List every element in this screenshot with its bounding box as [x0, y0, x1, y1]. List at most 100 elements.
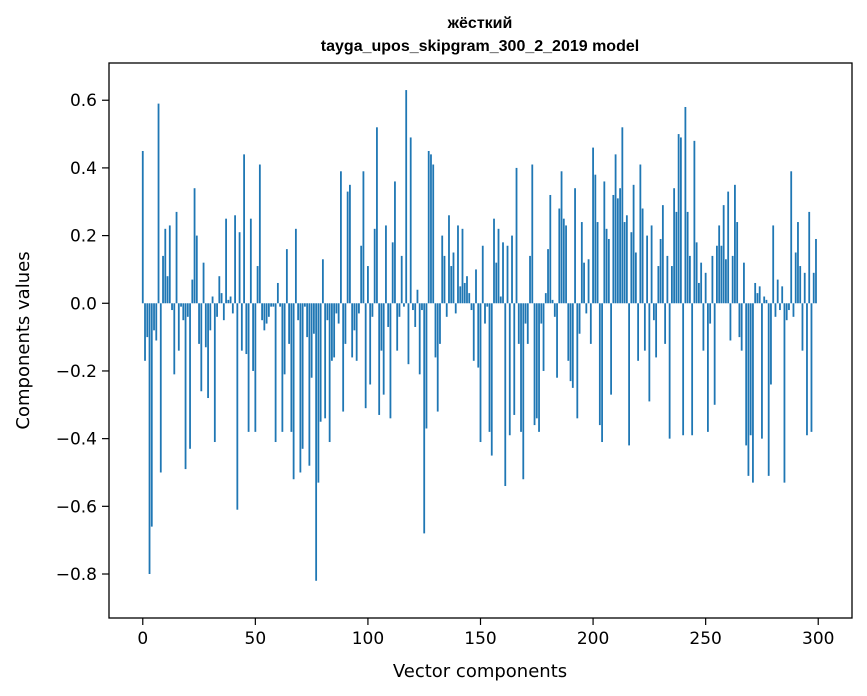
bar-297 — [810, 303, 813, 432]
bar-123 — [418, 303, 421, 375]
bar-5 — [153, 303, 155, 331]
bar-70 — [299, 303, 302, 473]
bar-187 — [562, 218, 565, 304]
bar-217 — [630, 232, 633, 304]
bar-149 — [477, 303, 480, 368]
bar-285 — [783, 303, 786, 483]
bar-26 — [200, 303, 203, 392]
bar-129 — [432, 164, 435, 304]
bar-247 — [698, 282, 700, 304]
bar-84 — [331, 303, 333, 361]
bar-57 — [270, 303, 273, 307]
bar-262 — [731, 255, 734, 304]
bar-284 — [781, 286, 784, 304]
bar-77 — [315, 303, 318, 581]
bar-235 — [670, 266, 673, 304]
bar-113 — [396, 303, 399, 351]
bar-44 — [240, 303, 243, 351]
bar-42 — [236, 303, 239, 510]
bar-133 — [441, 235, 444, 304]
bar-181 — [549, 194, 552, 304]
bar-54 — [263, 303, 266, 331]
bar-177 — [540, 303, 543, 324]
bar-38 — [227, 299, 230, 304]
bar-114 — [398, 303, 401, 317]
bar-141 — [459, 286, 462, 304]
bar-47 — [247, 303, 250, 432]
x-tick-label: 50 — [245, 629, 267, 649]
bar-192 — [574, 188, 576, 304]
bar-126 — [425, 303, 428, 429]
bar-58 — [272, 303, 275, 307]
bar-228 — [655, 303, 658, 358]
bar-210 — [614, 154, 617, 304]
bar-252 — [709, 303, 712, 324]
bar-28 — [204, 303, 207, 348]
bar-63 — [283, 303, 286, 375]
bar-265 — [738, 303, 741, 338]
bar-116 — [403, 303, 405, 307]
bar-175 — [535, 303, 538, 419]
bar-30 — [209, 303, 212, 331]
bar-39 — [229, 296, 232, 304]
bar-52 — [258, 164, 261, 304]
bar-104 — [376, 127, 378, 304]
bar-261 — [729, 303, 732, 341]
bar-155 — [490, 303, 493, 456]
bar-110 — [389, 303, 392, 419]
bar-55 — [265, 303, 268, 324]
bar-56 — [267, 303, 270, 317]
bar-31 — [211, 296, 214, 304]
bar-19 — [184, 303, 187, 470]
bar-255 — [716, 245, 718, 304]
bar-89 — [342, 303, 345, 412]
bar-203 — [598, 303, 601, 426]
bar-212 — [619, 188, 621, 304]
bar-159 — [499, 296, 502, 304]
bar-151 — [481, 245, 484, 304]
bar-218 — [632, 184, 635, 304]
y-tick-label: −0.4 — [56, 430, 97, 450]
bar-198 — [587, 259, 590, 304]
bar-185 — [558, 208, 561, 304]
bar-34 — [218, 276, 221, 304]
bar-61 — [279, 303, 282, 307]
bar-287 — [788, 303, 790, 311]
bar-268 — [745, 303, 748, 446]
bar-120 — [412, 303, 414, 311]
bar-25 — [198, 303, 200, 344]
bar-241 — [684, 106, 687, 304]
bar-242 — [686, 211, 689, 304]
y-tick-label: 0.6 — [70, 91, 97, 111]
bar-233 — [666, 255, 669, 304]
bar-221 — [639, 164, 642, 304]
bar-273 — [756, 293, 759, 304]
bar-100 — [367, 266, 369, 304]
bar-95 — [355, 303, 358, 361]
bar-231 — [661, 205, 664, 304]
bar-223 — [643, 303, 646, 351]
bar-160 — [502, 242, 504, 304]
bar-74 — [308, 303, 311, 466]
bar-13 — [171, 303, 173, 311]
bar-157 — [495, 262, 498, 304]
bar-246 — [695, 242, 698, 304]
bar-152 — [484, 303, 486, 324]
bar-33 — [216, 303, 218, 317]
bar-277 — [765, 299, 768, 304]
bar-139 — [454, 303, 457, 314]
y-tick-label: 0.4 — [70, 159, 97, 179]
bar-143 — [463, 282, 466, 304]
bar-10 — [164, 228, 167, 304]
bar-122 — [416, 289, 419, 304]
bar-24 — [195, 235, 198, 304]
bar-117 — [405, 90, 408, 304]
bar-272 — [754, 282, 757, 304]
bar-68 — [294, 228, 297, 304]
bar-275 — [761, 303, 763, 439]
bar-269 — [747, 303, 750, 476]
bar-91 — [346, 191, 349, 304]
bar-236 — [673, 188, 676, 304]
bar-288 — [790, 171, 793, 304]
bar-230 — [659, 238, 662, 304]
